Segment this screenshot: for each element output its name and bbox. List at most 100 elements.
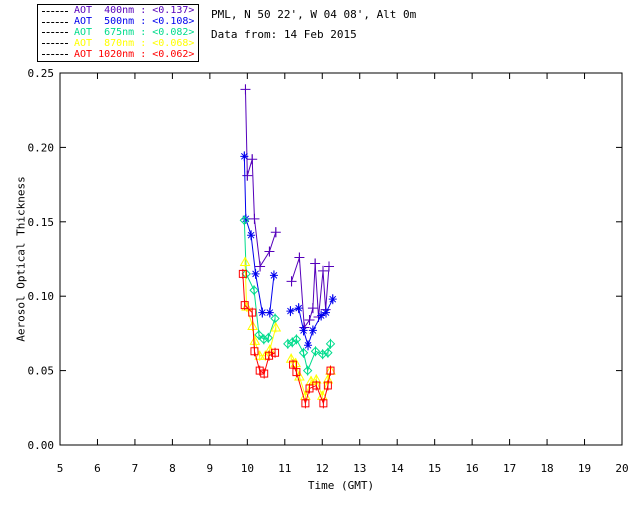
marker-square — [326, 366, 335, 375]
marker-diamond — [249, 285, 259, 295]
y-tick-label: 0.00 — [28, 439, 55, 452]
marker-diamond — [291, 334, 302, 345]
marker-plus — [240, 84, 251, 95]
data-date-text: Data from: 14 Feb 2015 — [211, 28, 357, 41]
marker-diamond — [317, 349, 328, 359]
x-tick-label: 20 — [615, 462, 628, 475]
marker-square — [323, 381, 332, 390]
legend-line-swatch-400nm — [42, 10, 68, 12]
x-tick-label: 10 — [241, 462, 254, 475]
y-tick-label: 0.15 — [28, 216, 55, 229]
marker-diamond — [254, 330, 264, 340]
legend-label-870nm: AOT 870nm : <0.068> — [74, 37, 195, 49]
marker-asterisk — [304, 341, 313, 350]
marker-asterisk — [328, 295, 337, 304]
x-tick-label: 14 — [391, 462, 405, 475]
series-line-aot-400nm — [244, 89, 277, 268]
marker-asterisk — [240, 152, 249, 161]
marker-diamond — [287, 337, 298, 348]
marker-plus — [310, 258, 321, 269]
marker-plus — [270, 227, 281, 238]
marker-diamond — [302, 365, 313, 376]
marker-square — [248, 308, 257, 317]
marker-plus — [324, 261, 335, 272]
x-tick-label: 15 — [428, 462, 441, 475]
marker-plus — [286, 276, 297, 287]
marker-plus — [247, 154, 258, 165]
legend-label-400nm: AOT 400nm : <0.137> — [74, 5, 195, 17]
marker-diamond — [239, 215, 250, 226]
marker-asterisk — [247, 231, 256, 240]
marker-diamond — [283, 339, 293, 349]
marker-diamond — [323, 348, 333, 358]
marker-square — [301, 399, 310, 408]
marker-asterisk — [308, 326, 317, 335]
marker-diamond — [270, 313, 280, 324]
marker-plus — [255, 261, 266, 272]
marker-diamond — [263, 333, 274, 343]
series-line-aot-675nm — [243, 220, 276, 340]
x-tick-label: 17 — [503, 462, 516, 475]
legend-line-swatch-500nm — [42, 21, 68, 23]
marker-asterisk — [299, 326, 308, 335]
marker-square — [255, 366, 264, 375]
x-tick-label: 5 — [57, 462, 64, 475]
marker-asterisk — [317, 311, 326, 320]
x-tick-label: 18 — [540, 462, 553, 475]
marker-plus — [307, 303, 318, 314]
x-axis-title: Time (GMT) — [307, 479, 375, 492]
y-tick-label: 0.05 — [28, 365, 55, 378]
marker-square — [240, 301, 249, 310]
marker-square — [265, 351, 274, 360]
marker-square — [319, 399, 328, 408]
legend-line-swatch-870nm — [42, 43, 68, 45]
legend-label-675nm: AOT 675nm : <0.082> — [74, 26, 195, 38]
marker-plus — [242, 170, 253, 181]
x-tick-label: 8 — [169, 462, 176, 475]
marker-asterisk — [265, 308, 274, 317]
marker-triangle — [247, 320, 258, 330]
y-tick-label: 0.10 — [28, 290, 55, 303]
marker-square — [271, 348, 280, 357]
x-tick-label: 13 — [353, 462, 366, 475]
legend-label-1020nm: AOT 1020nm : <0.062> — [74, 48, 195, 60]
marker-plus — [304, 315, 315, 326]
marker-square — [312, 381, 321, 390]
x-tick-label: 9 — [207, 462, 214, 475]
marker-diamond — [298, 348, 309, 358]
marker-triangle — [285, 353, 297, 363]
legend-line-swatch-1020nm — [42, 54, 68, 56]
marker-asterisk — [322, 308, 331, 317]
legend-item-400nm: AOT 400nm : <0.137> — [42, 6, 198, 17]
marker-asterisk — [294, 304, 303, 313]
marker-asterisk — [286, 307, 295, 316]
marker-asterisk — [258, 308, 267, 317]
legend-item-675nm: AOT 675nm : <0.082> — [42, 26, 198, 39]
marker-plus — [264, 246, 275, 257]
legend-box: AOT 400nm : <0.137> AOT 500nm : <0.108> … — [37, 4, 199, 62]
y-axis-title: Aerosol Optical Thickness — [14, 176, 28, 342]
marker-diamond — [325, 339, 336, 349]
series-line-aot-1020nm — [242, 273, 276, 375]
marker-triangle — [270, 321, 282, 332]
marker-triangle — [249, 335, 261, 345]
marker-diamond — [310, 346, 321, 356]
x-tick-label: 6 — [94, 462, 101, 475]
marker-diamond — [259, 334, 269, 345]
marker-asterisk — [251, 269, 260, 278]
station-info-text: PML, N 50 22', W 04 08', Alt 0m — [211, 8, 417, 21]
x-tick-label: 19 — [578, 462, 591, 475]
series-line-aot-500nm — [243, 156, 275, 314]
marker-plus — [318, 265, 329, 276]
marker-square — [292, 368, 301, 377]
x-tick-label: 12 — [316, 462, 329, 475]
marker-triangle — [239, 256, 251, 266]
legend-label-500nm: AOT 500nm : <0.108> — [74, 16, 195, 28]
legend-item-1020nm: AOT 1020nm : <0.062> — [42, 49, 198, 60]
x-tick-label: 7 — [132, 462, 139, 475]
marker-plus — [249, 213, 260, 224]
y-tick-label: 0.25 — [28, 67, 55, 80]
marker-asterisk — [269, 271, 278, 280]
